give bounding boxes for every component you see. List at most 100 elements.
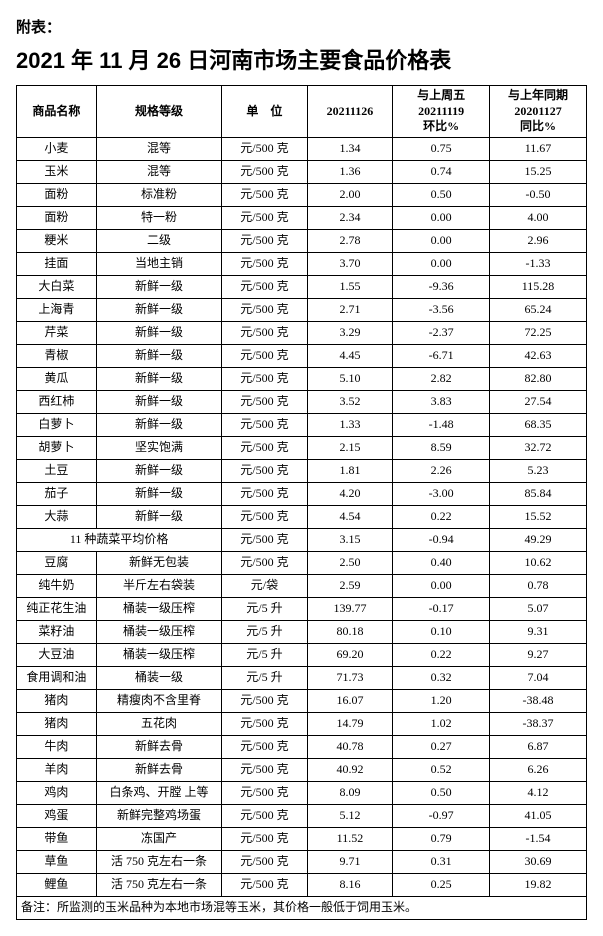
table-row: 纯牛奶半斤左右袋装元/袋2.590.000.78 [17, 574, 587, 597]
cell-unit: 元/500 克 [222, 735, 308, 758]
cell-unit: 元/500 克 [222, 551, 308, 574]
cell-spec: 新鲜一级 [96, 390, 221, 413]
table-row: 挂面当地主销元/500 克3.700.00-1.33 [17, 252, 587, 275]
cell-spec: 坚实饱满 [96, 436, 221, 459]
cell-spec: 桶装一级压榨 [96, 597, 221, 620]
table-row: 玉米混等元/500 克1.360.7415.25 [17, 160, 587, 183]
cell-yoy: 9.27 [490, 643, 587, 666]
cell-spec: 冻国产 [96, 827, 221, 850]
cell-name: 猪肉 [17, 712, 97, 735]
cell-yoy: -1.54 [490, 827, 587, 850]
cell-wow: -2.37 [393, 321, 490, 344]
cell-yoy: 15.25 [490, 160, 587, 183]
cell-spec: 二级 [96, 229, 221, 252]
table-row: 鲤鱼活 750 克左右一条元/500 克8.160.2519.82 [17, 873, 587, 896]
cell-name: 面粉 [17, 206, 97, 229]
table-row: 羊肉新鲜去骨元/500 克40.920.526.26 [17, 758, 587, 781]
cell-name: 大白菜 [17, 275, 97, 298]
cell-yoy: 65.24 [490, 298, 587, 321]
cell-price: 3.29 [307, 321, 393, 344]
col-spec: 规格等级 [96, 86, 221, 138]
cell-yoy: 42.63 [490, 344, 587, 367]
cell-spec: 新鲜一级 [96, 413, 221, 436]
cell-wow: 0.00 [393, 229, 490, 252]
cell-spec: 新鲜去骨 [96, 758, 221, 781]
table-row: 芹菜新鲜一级元/500 克3.29-2.3772.25 [17, 321, 587, 344]
cell-wow: 0.79 [393, 827, 490, 850]
cell-wow: 0.74 [393, 160, 490, 183]
cell-wow: -0.97 [393, 804, 490, 827]
cell-yoy: 15.52 [490, 505, 587, 528]
cell-wow: 2.82 [393, 367, 490, 390]
cell-unit: 元/500 克 [222, 390, 308, 413]
cell-price: 11.52 [307, 827, 393, 850]
cell-yoy: 0.78 [490, 574, 587, 597]
cell-yoy: 72.25 [490, 321, 587, 344]
cell-wow: -3.00 [393, 482, 490, 505]
cell-name: 白萝卜 [17, 413, 97, 436]
cell-spec: 新鲜去骨 [96, 735, 221, 758]
cell-spec: 白条鸡、开膛 上等 [96, 781, 221, 804]
cell-price: 1.81 [307, 459, 393, 482]
cell-wow: 0.22 [393, 643, 490, 666]
cell-yoy: 11.67 [490, 137, 587, 160]
cell-unit: 元/500 克 [222, 873, 308, 896]
cell-yoy: 32.72 [490, 436, 587, 459]
table-row: 茄子新鲜一级元/500 克4.20-3.0085.84 [17, 482, 587, 505]
cell-price: 80.18 [307, 620, 393, 643]
cell-unit: 元/500 克 [222, 367, 308, 390]
cell-wow: 0.32 [393, 666, 490, 689]
cell-name: 鸡蛋 [17, 804, 97, 827]
cell-unit: 元/500 克 [222, 781, 308, 804]
cell-unit: 元/5 升 [222, 597, 308, 620]
cell-unit: 元/袋 [222, 574, 308, 597]
cell-yoy: 68.35 [490, 413, 587, 436]
cell-name: 猪肉 [17, 689, 97, 712]
cell-yoy: 6.87 [490, 735, 587, 758]
cell-wow: -6.71 [393, 344, 490, 367]
table-row: 胡萝卜坚实饱满元/500 克2.158.5932.72 [17, 436, 587, 459]
table-row: 大白菜新鲜一级元/500 克1.55-9.36115.28 [17, 275, 587, 298]
cell-spec: 新鲜一级 [96, 482, 221, 505]
cell-price: 8.16 [307, 873, 393, 896]
cell-yoy: 4.00 [490, 206, 587, 229]
cell-price: 4.54 [307, 505, 393, 528]
cell-price: 2.71 [307, 298, 393, 321]
table-row: 西红柿新鲜一级元/500 克3.523.8327.54 [17, 390, 587, 413]
cell-unit: 元/500 克 [222, 298, 308, 321]
cell-name: 豆腐 [17, 551, 97, 574]
cell-price: 2.34 [307, 206, 393, 229]
col-name: 商品名称 [17, 86, 97, 138]
cell-wow: 3.83 [393, 390, 490, 413]
cell-spec: 精瘦肉不含里脊 [96, 689, 221, 712]
table-row: 面粉特一粉元/500 克2.340.004.00 [17, 206, 587, 229]
cell-yoy: 82.80 [490, 367, 587, 390]
cell-price: 1.55 [307, 275, 393, 298]
cell-unit: 元/500 克 [222, 137, 308, 160]
cell-wow: 0.00 [393, 574, 490, 597]
cell-name: 挂面 [17, 252, 97, 275]
table-row: 面粉标准粉元/500 克2.000.50-0.50 [17, 183, 587, 206]
cell-yoy: 10.62 [490, 551, 587, 574]
cell-price: 2.15 [307, 436, 393, 459]
table-row: 鸡蛋新鲜完整鸡场蛋元/500 克5.12-0.9741.05 [17, 804, 587, 827]
cell-yoy: 5.07 [490, 597, 587, 620]
cell-yoy: 49.29 [490, 528, 587, 551]
cell-name: 土豆 [17, 459, 97, 482]
table-row: 鸡肉白条鸡、开膛 上等元/500 克8.090.504.12 [17, 781, 587, 804]
cell-spec: 半斤左右袋装 [96, 574, 221, 597]
table-row: 小麦混等元/500 克1.340.7511.67 [17, 137, 587, 160]
summary-row: 11 种蔬菜平均价格元/500 克3.15-0.9449.29 [17, 528, 587, 551]
cell-price: 139.77 [307, 597, 393, 620]
table-row: 土豆新鲜一级元/500 克1.812.265.23 [17, 459, 587, 482]
cell-wow: 0.75 [393, 137, 490, 160]
cell-price: 4.20 [307, 482, 393, 505]
cell-price: 71.73 [307, 666, 393, 689]
cell-name: 带鱼 [17, 827, 97, 850]
table-row: 草鱼活 750 克左右一条元/500 克9.710.3130.69 [17, 850, 587, 873]
table-row: 白萝卜新鲜一级元/500 克1.33-1.4868.35 [17, 413, 587, 436]
cell-price: 2.50 [307, 551, 393, 574]
cell-unit: 元/500 克 [222, 275, 308, 298]
cell-unit: 元/500 克 [222, 528, 308, 551]
cell-unit: 元/500 克 [222, 712, 308, 735]
